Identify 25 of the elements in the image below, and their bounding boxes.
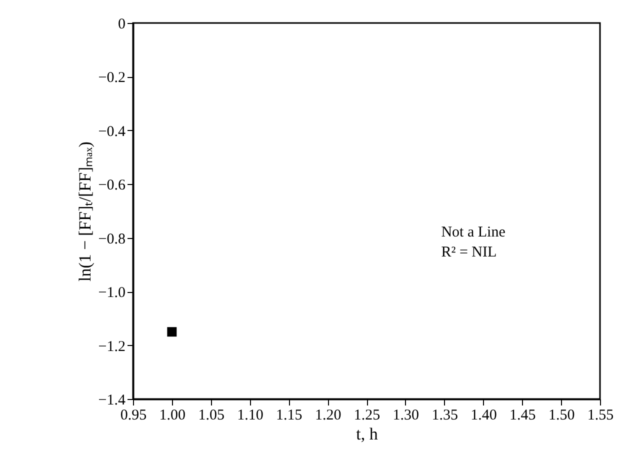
x-tick-label: 1.30 — [392, 408, 420, 424]
x-tick-label: 1.55 — [587, 408, 614, 424]
x-tick-label: 0.95 — [120, 408, 147, 424]
x-tick-label: 1.15 — [276, 408, 302, 424]
y-tick-label: −0.2 — [98, 70, 126, 86]
y-tick-label: −0.6 — [98, 178, 126, 194]
annotation: Not a Line — [441, 224, 506, 241]
y-axis-title: ln(1 − [FF]ₜ/[FF]ₘₐₓ) — [75, 142, 94, 282]
y-tick-label: −0.4 — [98, 124, 126, 140]
x-tick-label: 1.10 — [237, 408, 264, 424]
y-tick-label: −1.2 — [98, 338, 126, 355]
x-tick-label: 1.50 — [548, 408, 575, 424]
x-tick-label: 1.00 — [159, 408, 186, 424]
annotation: R² = NIL — [441, 244, 497, 261]
x-tick-label: 1.25 — [354, 408, 380, 424]
y-tick-label: −0.8 — [98, 231, 126, 248]
x-tick-label: 1.05 — [198, 408, 224, 424]
y-tick-label: −1.0 — [98, 285, 126, 302]
x-tick-label: 1.20 — [314, 408, 342, 424]
x-tick-label: 1.45 — [510, 408, 536, 424]
x-tick-label: 1.35 — [432, 408, 458, 424]
y-tick-label: −1.4 — [98, 392, 126, 408]
x-axis-title: t, h — [356, 424, 378, 444]
y-tick-label: 0 — [118, 16, 126, 32]
x-tick-label: 1.40 — [470, 408, 497, 424]
